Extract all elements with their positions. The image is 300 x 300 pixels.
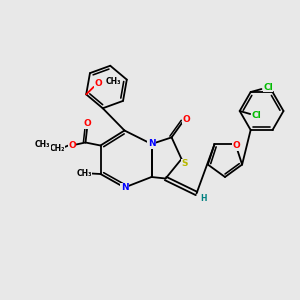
Text: O: O [183, 115, 190, 124]
Text: N: N [148, 140, 155, 148]
Text: CH₃: CH₃ [35, 140, 50, 149]
Text: Cl: Cl [251, 111, 261, 120]
Text: CH₂: CH₂ [49, 144, 65, 153]
Text: O: O [68, 141, 76, 150]
Text: S: S [181, 159, 188, 168]
Text: CH₃: CH₃ [106, 77, 122, 86]
Text: N: N [121, 183, 128, 192]
Text: Cl: Cl [263, 83, 273, 92]
Text: O: O [83, 119, 91, 128]
Text: CH₃: CH₃ [76, 169, 92, 178]
Text: O: O [232, 141, 240, 150]
Text: H: H [200, 194, 206, 203]
Text: O: O [94, 80, 102, 88]
